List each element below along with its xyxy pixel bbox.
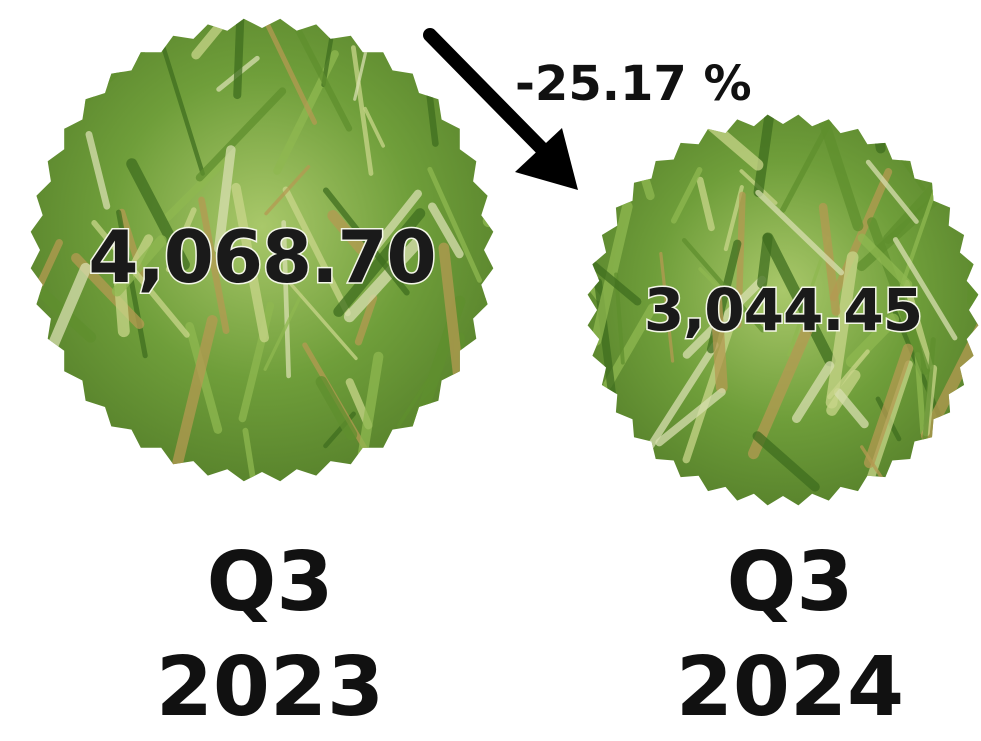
leaf	[427, 166, 482, 283]
leaf	[791, 361, 835, 423]
leaf	[354, 294, 378, 346]
leaf	[264, 165, 311, 216]
arrow-shaft	[423, 28, 555, 162]
year-label: 2024	[676, 640, 904, 735]
leaf	[363, 106, 386, 148]
leaf	[91, 220, 190, 338]
leaf	[427, 202, 464, 259]
leaf	[587, 209, 602, 302]
leaf	[696, 176, 715, 232]
leaf	[233, 18, 246, 100]
leaf	[825, 251, 859, 409]
leaf	[723, 185, 744, 252]
quarter-label: Q3	[727, 535, 854, 630]
leaf	[710, 290, 728, 394]
leaf	[396, 18, 482, 71]
leaf	[631, 125, 640, 178]
leaf	[158, 37, 205, 176]
leaf	[214, 145, 236, 254]
leaf	[356, 351, 384, 467]
leaf	[933, 399, 979, 491]
leaf	[343, 230, 429, 323]
leaf	[30, 166, 37, 301]
leaf	[587, 391, 603, 449]
leaf	[169, 315, 218, 481]
leaf	[833, 388, 869, 429]
leaf	[659, 251, 675, 363]
leaf	[30, 41, 50, 83]
leaf	[165, 207, 197, 273]
leaf	[590, 201, 633, 346]
leaf	[231, 182, 269, 343]
leaf	[315, 376, 358, 441]
leaf	[445, 18, 459, 21]
leaf	[753, 114, 780, 198]
leaf	[603, 303, 657, 390]
leaf	[762, 232, 836, 367]
leaf	[698, 267, 741, 310]
leaf	[280, 272, 358, 361]
leaf	[111, 235, 167, 297]
leaf	[647, 341, 719, 449]
leaf	[263, 292, 304, 371]
leaf	[242, 427, 256, 482]
leaf	[892, 237, 958, 341]
value-label: 3,044.45	[644, 276, 922, 344]
leaf	[913, 114, 936, 151]
leaf	[195, 87, 287, 182]
leaf	[105, 18, 133, 59]
leaf	[827, 349, 870, 400]
value-label: 4,068.70	[88, 215, 435, 299]
leaf	[755, 189, 845, 276]
leaf	[757, 233, 773, 289]
leaf	[282, 186, 351, 317]
leaf	[682, 275, 767, 359]
leaf	[264, 20, 318, 125]
leaf	[857, 233, 913, 289]
leaf	[164, 159, 226, 221]
leaf	[350, 45, 374, 176]
leaf	[903, 279, 934, 370]
leaf	[396, 378, 430, 428]
leaf	[747, 324, 813, 460]
leaf	[353, 45, 369, 101]
leaf	[587, 233, 642, 306]
leaf	[116, 209, 148, 359]
quarter-label: Q3	[207, 535, 334, 630]
leaf	[327, 209, 367, 255]
leaf	[681, 237, 765, 333]
leaf	[863, 114, 886, 154]
leaf	[112, 256, 130, 338]
leaf	[752, 431, 820, 492]
leaf	[30, 375, 35, 451]
leaf	[865, 159, 919, 224]
leaf	[863, 343, 914, 469]
leaf	[914, 352, 927, 436]
leaf	[967, 222, 979, 307]
leaf	[588, 437, 612, 506]
change-label: -25.17 %	[515, 56, 752, 112]
leaf	[923, 451, 962, 491]
leaf	[920, 306, 979, 442]
leaf	[438, 242, 465, 385]
arrow-head	[515, 128, 578, 190]
leaf	[198, 196, 230, 334]
leaf	[655, 388, 726, 447]
year-label: 2023	[156, 640, 384, 735]
leaf	[356, 189, 422, 271]
leaf	[281, 220, 291, 379]
leaf	[85, 130, 111, 210]
leaf	[845, 313, 900, 368]
leaf	[322, 187, 410, 296]
leaf	[670, 167, 703, 224]
leaf	[867, 217, 931, 375]
leaf	[30, 18, 35, 24]
